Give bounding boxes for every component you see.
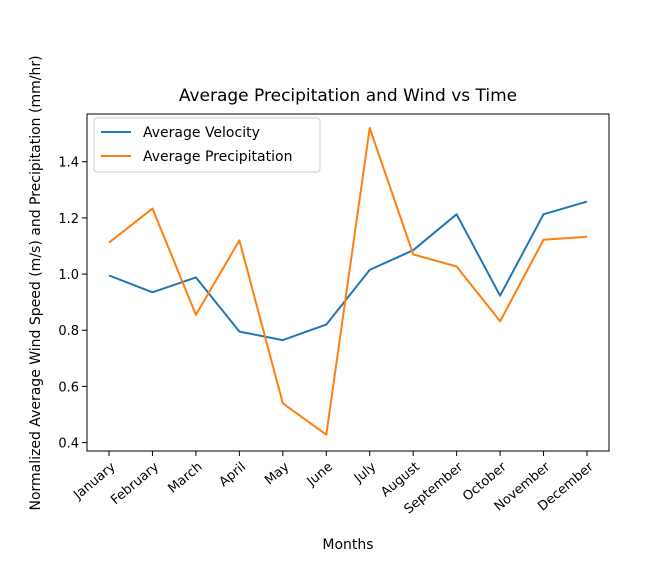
x-tick-label: February bbox=[108, 459, 162, 508]
y-tick-label: 1.4 bbox=[58, 156, 79, 171]
legend-label-velocity: Average Velocity bbox=[143, 125, 260, 141]
y-tick-label: 1.2 bbox=[58, 212, 79, 227]
x-tick-label: May bbox=[262, 459, 292, 488]
y-tick-label: 0.8 bbox=[58, 324, 79, 339]
x-tick-label: July bbox=[351, 459, 380, 486]
x-tick-label: March bbox=[165, 460, 205, 497]
x-axis-label: Months bbox=[322, 537, 373, 553]
chart-title: Average Precipitation and Wind vs Time bbox=[179, 86, 517, 106]
plot-area bbox=[108, 127, 588, 436]
legend-box bbox=[93, 117, 321, 173]
y-tick-label: 1.0 bbox=[58, 268, 79, 283]
y-axis: 0.4 0.6 0.8 1.0 1.2 1.4 bbox=[58, 156, 87, 452]
legend-label-precipitation: Average Precipitation bbox=[143, 149, 292, 165]
y-tick-label: 0.6 bbox=[58, 380, 79, 395]
legend: Average Velocity Average Precipitation bbox=[93, 117, 321, 173]
series-line-0 bbox=[108, 200, 588, 342]
y-tick-label: 0.4 bbox=[58, 437, 79, 452]
x-tick-label: April bbox=[217, 460, 249, 491]
y-axis-label: Normalized Average Wind Speed (m/s) and … bbox=[28, 55, 44, 510]
x-tick-label: June bbox=[304, 460, 336, 490]
plot-frame bbox=[86, 113, 610, 452]
series-line-1 bbox=[108, 127, 588, 436]
